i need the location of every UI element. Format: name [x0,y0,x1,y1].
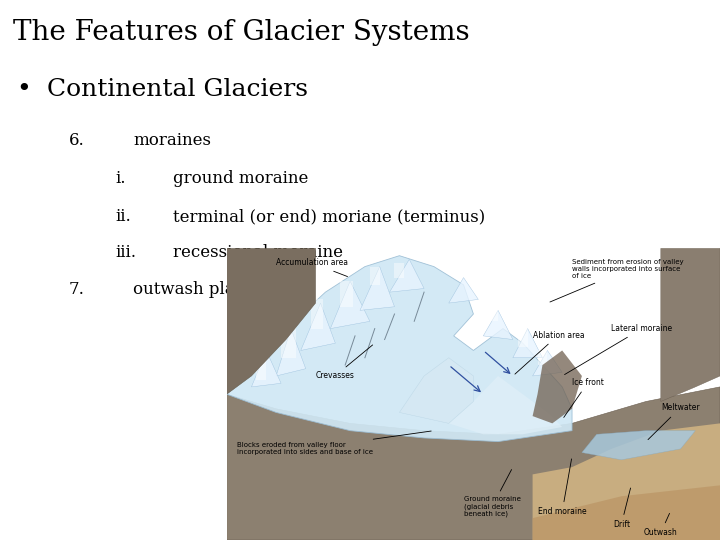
Polygon shape [533,485,720,540]
Bar [488,303,498,321]
Polygon shape [582,431,696,460]
Text: Ice front: Ice front [564,378,604,417]
Text: i.: i. [115,170,126,187]
Polygon shape [449,278,478,303]
Polygon shape [483,310,513,340]
Text: End moraine: End moraine [538,459,587,516]
Text: The Features of Glacier Systems: The Features of Glacier Systems [13,19,469,46]
Text: ground moraine: ground moraine [173,170,308,187]
Text: Continental Glaciers: Continental Glaciers [47,78,308,102]
Polygon shape [533,350,562,376]
Bar [538,350,547,365]
Text: 7.: 7. [68,281,84,298]
Polygon shape [227,387,720,540]
Polygon shape [360,267,395,310]
Text: Crevasses: Crevasses [315,345,373,381]
Polygon shape [449,376,562,434]
Text: moraines: moraines [133,132,211,149]
Text: Lateral moraine: Lateral moraine [564,324,672,375]
Bar [281,325,296,357]
Polygon shape [661,248,720,402]
Text: Ablation area: Ablation area [515,330,584,374]
Polygon shape [227,248,315,394]
Bar [370,267,379,285]
Polygon shape [227,255,572,442]
Polygon shape [390,259,424,292]
Text: Ground moraine
(glacial debris
beneath ice): Ground moraine (glacial debris beneath i… [464,470,521,517]
Polygon shape [400,357,474,423]
Text: ii.: ii. [115,208,131,225]
Text: Blocks eroded from valley floor
incorporated into sides and base of ice: Blocks eroded from valley floor incorpor… [237,431,431,455]
Polygon shape [533,350,582,423]
Polygon shape [251,350,281,387]
Text: iii.: iii. [115,244,136,261]
Polygon shape [330,281,370,328]
Text: recessional moraine: recessional moraine [173,244,343,261]
Bar [395,263,405,278]
Text: Outwash: Outwash [644,514,678,537]
Bar [341,281,353,307]
Bar [518,328,528,347]
Text: 6.: 6. [68,132,84,149]
Text: Sediment from erosion of valley
walls incorporated into surface
of ice: Sediment from erosion of valley walls in… [550,259,684,302]
Bar [256,354,266,380]
Text: outwash plain: outwash plain [133,281,251,298]
Bar [310,299,323,328]
Polygon shape [276,328,306,376]
Polygon shape [301,303,336,350]
Text: terminal (or end) moriane (terminus): terminal (or end) moriane (terminus) [173,208,485,225]
Polygon shape [533,423,720,540]
Polygon shape [513,328,542,357]
Text: •: • [16,78,30,102]
Text: Meltwater: Meltwater [648,403,699,440]
Text: Accumulation area: Accumulation area [276,259,348,276]
Text: Drift: Drift [613,488,631,529]
